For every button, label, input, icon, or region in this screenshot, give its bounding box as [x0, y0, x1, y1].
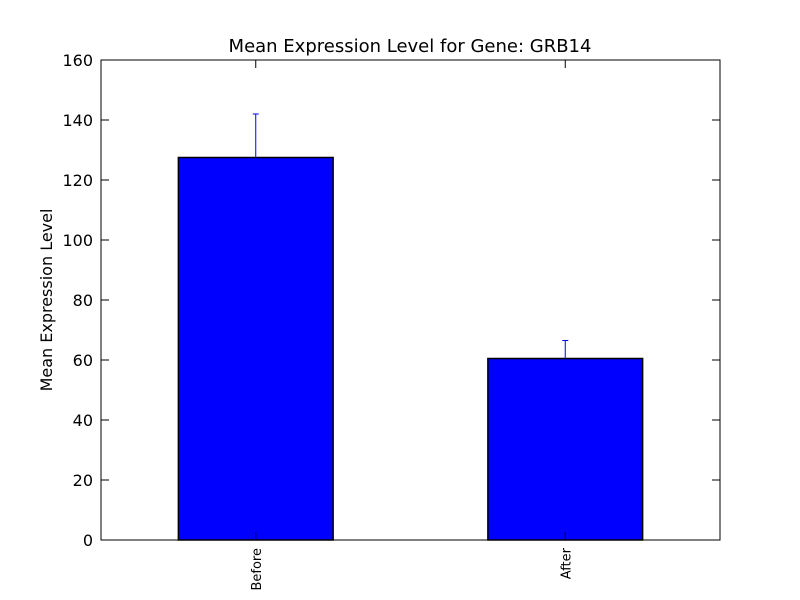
chart-marks: 0 20 40 60 80 100 120 140 160 Before After	[62, 51, 720, 591]
y-tick-label: 60	[73, 351, 93, 370]
y-tick-label: 140	[62, 111, 93, 130]
y-tick-label: 160	[62, 51, 93, 70]
y-tick-label: 0	[83, 531, 93, 550]
x-tick-label: After	[559, 547, 574, 579]
x-tick-label: Before	[250, 548, 265, 591]
y-tick-label: 20	[73, 471, 93, 490]
y-axis-label: Mean Expression Level	[37, 209, 56, 392]
y-tick-label: 120	[62, 171, 93, 190]
chart-title: Mean Expression Level for Gene: GRB14	[229, 36, 592, 57]
y-tick-label: 40	[73, 411, 93, 430]
plot-frame	[100, 59, 721, 541]
y-tick-label: 100	[62, 231, 93, 250]
bar	[487, 357, 644, 541]
bar	[177, 156, 334, 541]
y-tick-label: 80	[73, 291, 93, 310]
